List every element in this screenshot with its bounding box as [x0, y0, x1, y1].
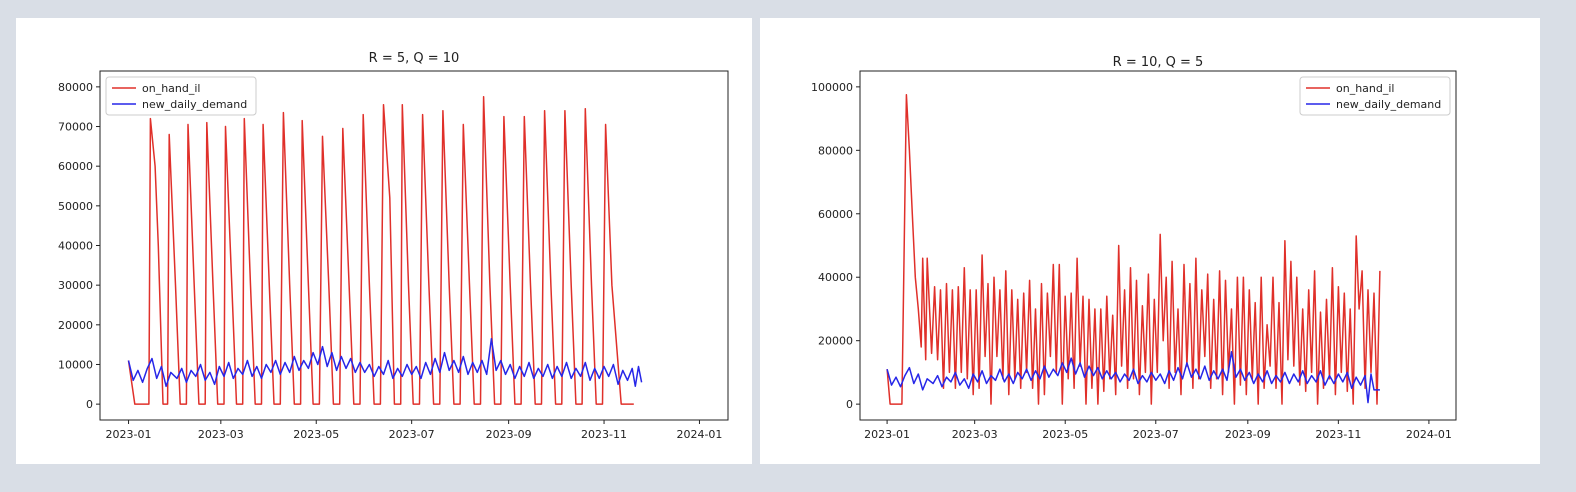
y-tick-label: 60000 — [818, 208, 853, 221]
series-line-on-hand-il — [127, 96, 634, 405]
plot-frame — [99, 70, 729, 421]
x-tick-label: 2023-03 — [952, 428, 998, 441]
chart-panel-left: R = 5, Q = 10 0 10000 20000 30000 40000 50000 6… — [16, 18, 752, 464]
chart-r5-q10: R = 5, Q = 10 0 10000 20000 30000 40000 50000 6… — [58, 51, 729, 441]
chart-panel-right: R = 10, Q = 5 0 20000 40000 60000 80000 100000… — [760, 18, 1540, 464]
x-tick-label: 2024-01 — [1406, 428, 1452, 441]
plot-frame — [859, 70, 1457, 421]
x-tick-label: 2024-01 — [676, 428, 722, 441]
y-tick-label: 50000 — [58, 200, 93, 213]
y-tick-label: 30000 — [58, 279, 93, 292]
y-tick-label: 40000 — [818, 271, 853, 284]
x-tick-label: 2023-07 — [1133, 428, 1179, 441]
legend: on_hand_il new_daily_demand — [1299, 76, 1451, 116]
x-tick-label: 2023-01 — [106, 428, 152, 441]
x-tick-label: 2023-05 — [1042, 428, 1088, 441]
y-tick-label: 70000 — [58, 121, 93, 134]
chart-title: R = 5, Q = 10 — [369, 51, 460, 66]
legend-label: new_daily_demand — [1336, 98, 1441, 111]
series-line-on-hand-il — [886, 94, 1381, 405]
legend-label: new_daily_demand — [142, 98, 247, 111]
chart-r10-q5: R = 10, Q = 5 0 20000 40000 60000 80000 100000… — [811, 55, 1457, 441]
y-tick-label: 20000 — [818, 335, 853, 348]
x-tick-label: 2023-11 — [581, 428, 627, 441]
y-tick-label: 10000 — [58, 358, 93, 371]
legend-label: on_hand_il — [142, 82, 200, 95]
legend: on_hand_il new_daily_demand — [105, 76, 257, 116]
chart-title: R = 10, Q = 5 — [1113, 55, 1204, 70]
x-tick-label: 2023-03 — [198, 428, 244, 441]
legend-box — [105, 76, 257, 116]
x-tick-label: 2023-07 — [389, 428, 435, 441]
y-tick-label: 100000 — [811, 81, 853, 94]
y-tick-label: 20000 — [58, 319, 93, 332]
y-tick-label: 80000 — [818, 144, 853, 157]
y-tick-label: 80000 — [58, 81, 93, 94]
y-tick-label: 60000 — [58, 160, 93, 173]
x-tick-label: 2023-09 — [486, 428, 532, 441]
x-tick-label: 2023-11 — [1315, 428, 1361, 441]
legend-box — [1299, 76, 1451, 116]
x-tick-label: 2023-09 — [1225, 428, 1271, 441]
x-tick-label: 2023-01 — [864, 428, 910, 441]
legend-label: on_hand_il — [1336, 82, 1394, 95]
y-tick-label: 0 — [86, 398, 93, 411]
y-tick-label: 40000 — [58, 240, 93, 253]
series-line-new-daily-demand — [886, 351, 1380, 404]
x-tick-label: 2023-05 — [293, 428, 339, 441]
series-line-new-daily-demand — [127, 337, 643, 388]
y-tick-label: 0 — [846, 398, 853, 411]
